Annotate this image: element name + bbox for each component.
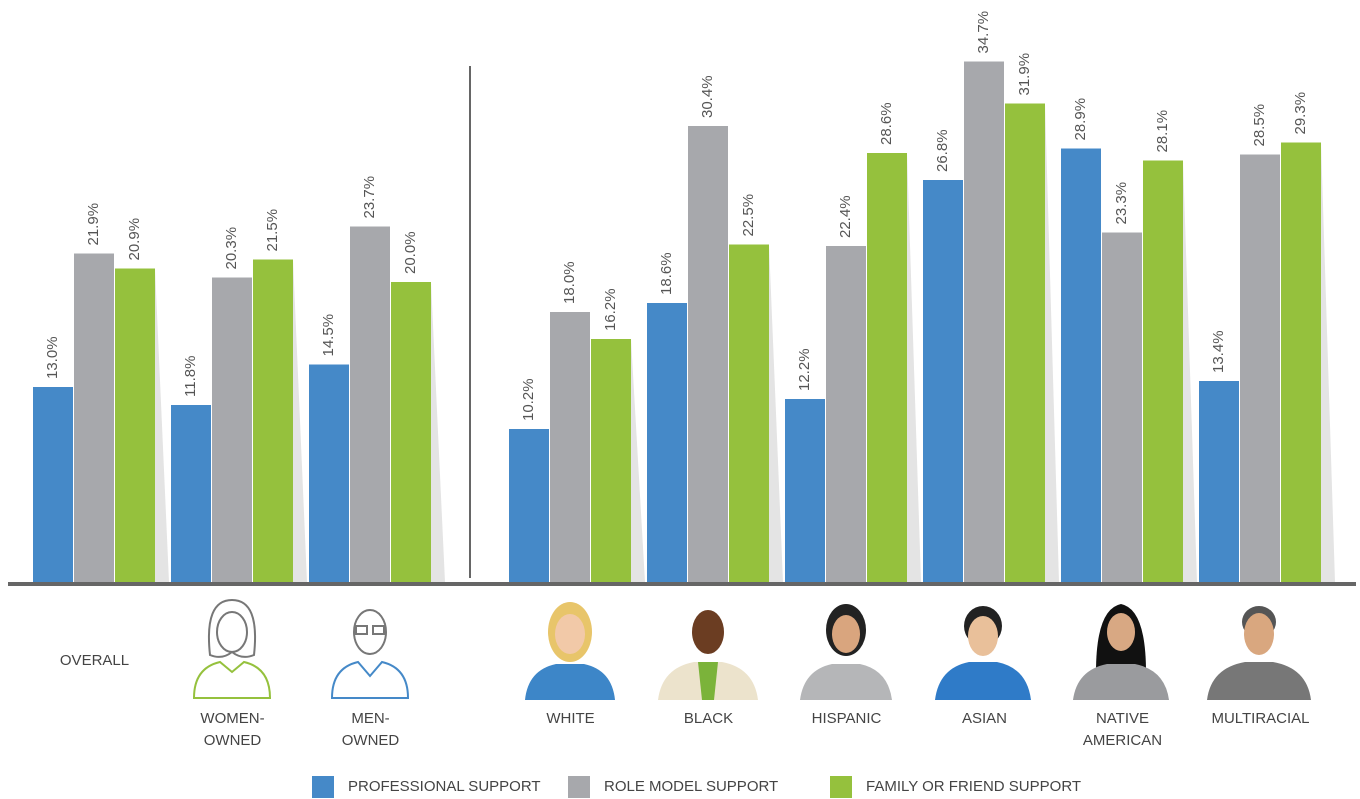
bar [729,244,769,582]
value-label: 21.9% [85,203,102,246]
legend-swatch [312,776,334,798]
category-label: ASIAN [961,710,1007,727]
value-label: 28.6% [878,102,895,145]
bar [1281,142,1321,582]
value-label: 20.3% [223,227,240,270]
value-label: 11.8% [182,356,199,397]
bar [350,226,390,582]
bar [253,259,293,582]
bar [550,312,590,582]
value-label: 34.7% [975,11,992,54]
bar [826,246,866,582]
bar [171,405,211,582]
legend-label: ROLE MODEL SUPPORT [604,778,779,795]
icon-women [192,598,272,699]
value-label: 22.4% [837,195,854,238]
category-label: OVERALL [59,652,130,669]
bar-shadow [293,259,307,582]
avatar-white [525,602,615,700]
value-label: 28.9% [1072,98,1089,141]
bar [1199,381,1239,582]
icons [192,598,410,699]
category-label: WOMEN- OWNED [200,710,265,749]
bar-shadow [907,153,921,582]
value-label: 31.9% [1016,53,1033,96]
category-label: BLACK [683,710,734,727]
category-label: HISPANIC [811,710,882,727]
bar-shadow [631,339,645,582]
bar [309,364,349,582]
category-label: MULTIRACIAL [1211,710,1310,727]
value-label: 12.2% [796,348,813,391]
bar [867,153,907,582]
bar [688,126,728,582]
bar [1143,160,1183,582]
bar [1102,232,1142,582]
avatars [525,602,1311,700]
legend-swatch [830,776,852,798]
value-label: 29.3% [1292,92,1309,135]
avatar-hispanic [800,604,892,700]
bar [1061,148,1101,582]
bar [647,303,687,582]
avatar-black [658,610,758,700]
bar-shadow [431,282,445,582]
value-label: 23.7% [361,176,378,219]
value-label: 20.9% [126,218,143,261]
value-label: 10.2% [520,378,537,421]
legend-label: FAMILY OR FRIEND SUPPORT [866,778,1082,795]
category-label: NATIVE AMERICAN [1082,710,1163,749]
value-label: 30.4% [699,75,716,118]
bar [391,282,431,582]
bar [509,429,549,582]
avatar-native [1073,604,1169,700]
bar [785,399,825,582]
bar [74,253,114,582]
value-label: 13.4% [1210,330,1227,373]
value-label: 13.0% [44,336,61,379]
bar [1240,154,1280,582]
bar [212,277,252,582]
value-label: 21.5% [264,209,281,252]
icon-men [330,609,410,699]
value-label: 20.0% [402,231,419,274]
avatar-multiracial [1207,606,1311,700]
value-label: 23.3% [1113,182,1130,225]
category-label: WHITE [546,710,595,727]
legend-label: PROFESSIONAL SUPPORT [348,778,541,795]
category-label: MEN- OWNED [341,710,400,749]
bar-shadow [1045,103,1059,582]
bar [964,61,1004,582]
value-label: 18.6% [658,252,675,295]
value-label: 28.5% [1251,104,1268,147]
value-label: 26.8% [934,129,951,172]
value-label: 16.2% [602,288,619,331]
bar [923,180,963,582]
bar [1005,103,1045,582]
value-label: 14.5% [320,314,337,357]
bar-shadow [155,268,169,582]
bar-shadow [1321,142,1335,582]
bar-shadow [1183,160,1197,582]
avatar-asian [935,606,1031,700]
value-label: 22.5% [740,194,757,237]
value-label: 28.1% [1154,110,1171,153]
value-label: 18.0% [561,261,578,304]
bar [33,387,73,582]
bar [115,268,155,582]
legend-swatch [568,776,590,798]
bar-shadow [769,244,783,582]
bar [591,339,631,582]
